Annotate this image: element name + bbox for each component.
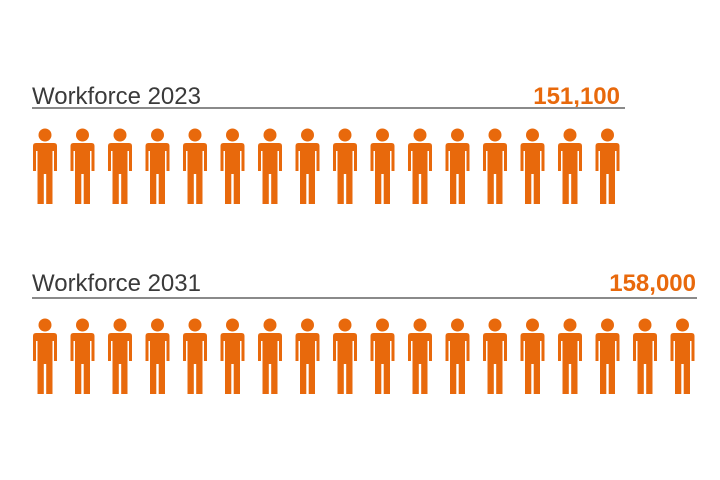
person-icon [558, 318, 582, 394]
row-rule-2023 [32, 107, 625, 109]
person-icon [258, 128, 282, 204]
person-icon [408, 128, 432, 204]
person-icon [33, 318, 57, 394]
person-icon [445, 128, 470, 204]
person-icon [445, 318, 470, 394]
row-rule-2031 [32, 297, 697, 299]
person-icon [408, 318, 432, 394]
person-icon [595, 318, 620, 394]
person-icon [370, 318, 395, 394]
person-icon [33, 128, 57, 204]
person-icon [108, 318, 132, 394]
row-value-2023: 151,100 [533, 83, 620, 110]
person-icon [520, 128, 545, 204]
person-icon [220, 318, 245, 394]
person-icon [595, 128, 620, 204]
person-icon [145, 318, 170, 394]
row-label-2023: Workforce 2023 [32, 83, 201, 110]
person-icon [670, 318, 695, 394]
person-icon [520, 318, 545, 394]
person-icon [108, 128, 132, 204]
person-icon [295, 318, 320, 394]
person-icon [70, 318, 95, 394]
person-icon [70, 128, 95, 204]
person-icon [145, 128, 170, 204]
person-icon [483, 128, 507, 204]
row-label-2031: Workforce 2031 [32, 270, 201, 297]
person-icon [333, 128, 357, 204]
person-icon [295, 128, 320, 204]
person-icon [333, 318, 357, 394]
row-value-2031: 158,000 [609, 270, 696, 297]
person-icon [183, 318, 207, 394]
person-icon [220, 128, 245, 204]
person-icon [483, 318, 507, 394]
person-icon [558, 128, 582, 204]
person-icon [183, 128, 207, 204]
person-icon [370, 128, 395, 204]
person-icon [633, 318, 657, 394]
person-icon [258, 318, 282, 394]
